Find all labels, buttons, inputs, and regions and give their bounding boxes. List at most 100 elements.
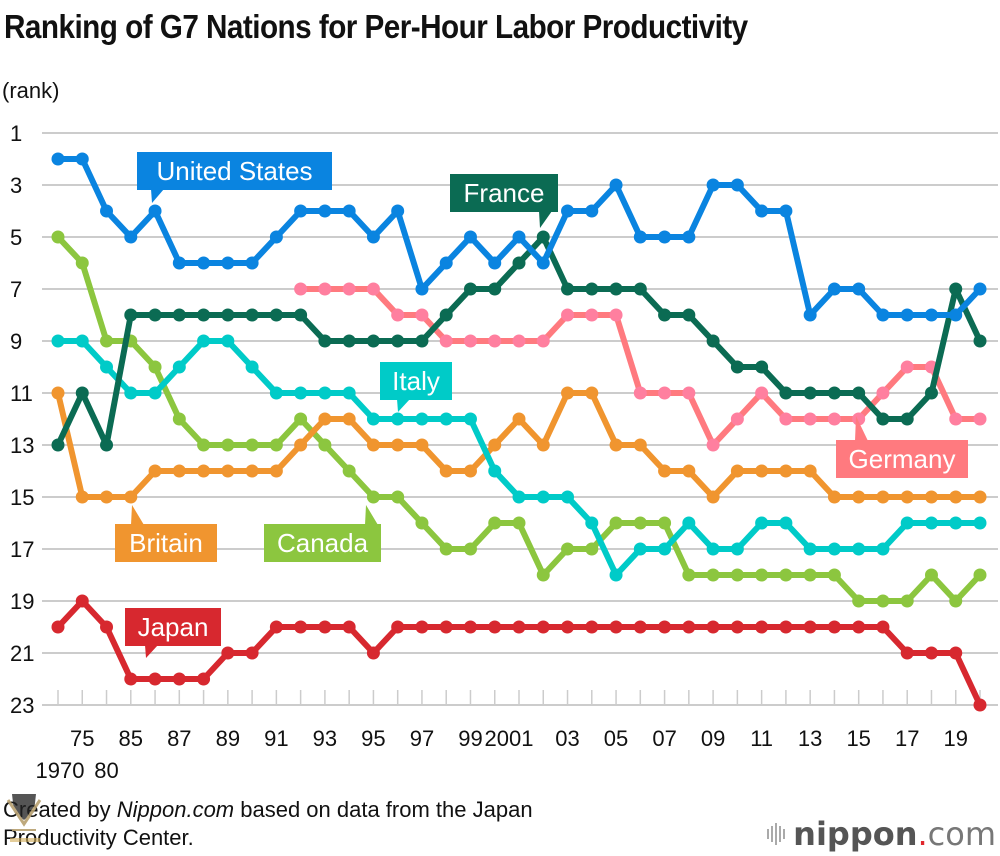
data-point [633, 620, 647, 634]
data-point [197, 256, 211, 270]
data-point [148, 204, 162, 218]
data-point [366, 646, 380, 660]
data-point [658, 542, 672, 556]
data-point [755, 516, 769, 530]
data-point [536, 230, 550, 244]
series-label-text: United States [156, 156, 312, 186]
data-point [658, 308, 672, 322]
data-point [852, 412, 866, 426]
data-point [391, 334, 405, 348]
data-point [755, 568, 769, 582]
data-point [803, 464, 817, 478]
data-point [779, 386, 793, 400]
data-point [755, 386, 769, 400]
data-point [366, 438, 380, 452]
data-point [827, 568, 841, 582]
data-point [803, 308, 817, 322]
label-box [125, 608, 221, 646]
label-box [264, 524, 381, 562]
data-point [755, 360, 769, 374]
data-point [900, 308, 914, 322]
data-point [294, 386, 308, 400]
data-point [730, 464, 744, 478]
data-point [900, 490, 914, 504]
data-point [706, 178, 720, 192]
data-point [536, 334, 550, 348]
x-tick-label: 93 [313, 726, 337, 751]
data-point [900, 516, 914, 530]
data-point [682, 620, 696, 634]
data-point [658, 464, 672, 478]
data-point [100, 334, 114, 348]
data-point [973, 412, 987, 426]
series-italy [51, 334, 987, 582]
data-point [949, 516, 963, 530]
y-tick-label: 17 [10, 537, 34, 562]
label-pointer [855, 416, 868, 441]
data-point [876, 308, 890, 322]
data-point [415, 438, 429, 452]
data-point [463, 282, 477, 296]
data-point [658, 386, 672, 400]
data-point [755, 464, 769, 478]
data-point [730, 360, 744, 374]
data-point [415, 516, 429, 530]
data-point [900, 646, 914, 660]
data-point [75, 386, 89, 400]
data-point [488, 334, 502, 348]
x-tick-label: 03 [555, 726, 579, 751]
y-tick-label: 5 [10, 225, 22, 250]
data-point [779, 464, 793, 478]
label-pointer [145, 645, 158, 658]
data-point [318, 438, 332, 452]
logo-dot: . [917, 815, 928, 853]
data-point [658, 230, 672, 244]
series-germany [294, 282, 987, 452]
data-point [561, 542, 575, 556]
data-point [585, 204, 599, 218]
data-point [779, 204, 793, 218]
data-point [294, 308, 308, 322]
data-point [391, 620, 405, 634]
data-point [852, 594, 866, 608]
data-point [439, 412, 453, 426]
x-tick-label: 95 [361, 726, 385, 751]
data-point [803, 568, 817, 582]
data-point [609, 308, 623, 322]
data-point [876, 594, 890, 608]
data-point [51, 334, 65, 348]
data-point [124, 386, 138, 400]
data-point [245, 308, 259, 322]
series-japan [51, 594, 987, 712]
x-tick-marks [57, 690, 981, 705]
series-label-text: Japan [138, 612, 209, 642]
data-point [294, 438, 308, 452]
data-point [779, 568, 793, 582]
data-point [172, 256, 186, 270]
data-point [439, 620, 453, 634]
data-point [197, 334, 211, 348]
data-point [415, 308, 429, 322]
y-tick-label: 15 [10, 485, 34, 510]
data-point [366, 230, 380, 244]
x-tick-label: 99 [458, 726, 482, 751]
source-note: Created by Nippon.com based on data from… [3, 796, 623, 852]
source-italic: Nippon.com [116, 797, 235, 822]
data-point [609, 516, 623, 530]
data-point [269, 308, 283, 322]
data-point [221, 438, 235, 452]
data-point [124, 230, 138, 244]
data-point [245, 360, 259, 374]
data-point [294, 282, 308, 296]
data-point [463, 464, 477, 478]
x-tick-label: 89 [216, 726, 240, 751]
data-point [415, 334, 429, 348]
label-pointer [151, 189, 164, 203]
data-point [172, 360, 186, 374]
data-point [949, 282, 963, 296]
data-point [318, 334, 332, 348]
data-point [245, 256, 259, 270]
data-point [924, 386, 938, 400]
data-point [391, 412, 405, 426]
